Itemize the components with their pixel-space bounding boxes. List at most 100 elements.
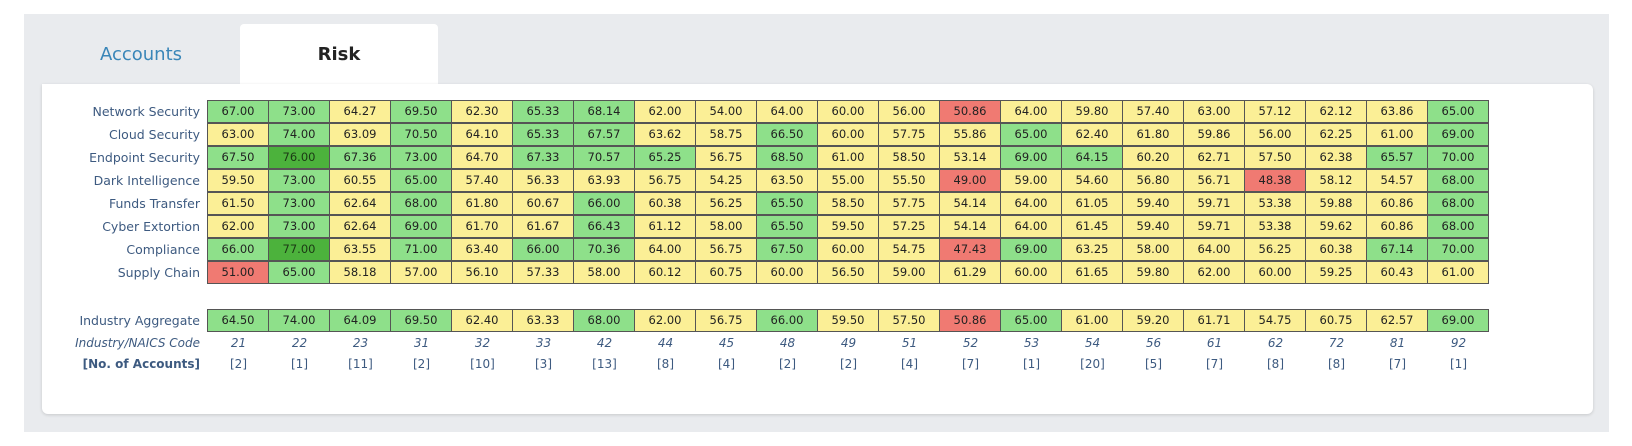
score-cell[interactable]: 62.40 — [1062, 123, 1123, 146]
score-cell[interactable]: 67.50 — [757, 238, 818, 261]
score-cell[interactable]: 61.05 — [1062, 192, 1123, 215]
score-cell[interactable]: 58.00 — [1123, 238, 1184, 261]
score-cell[interactable]: 64.00 — [1001, 192, 1062, 215]
score-cell[interactable]: 59.40 — [1123, 192, 1184, 215]
score-cell[interactable]: 67.36 — [330, 146, 391, 169]
score-cell[interactable]: 73.00 — [269, 169, 330, 192]
score-cell[interactable]: 54.25 — [696, 169, 757, 192]
score-cell[interactable]: 56.75 — [696, 146, 757, 169]
score-cell[interactable]: 48.38 — [1245, 169, 1306, 192]
score-cell[interactable]: 62.71 — [1184, 146, 1245, 169]
score-cell[interactable]: 60.43 — [1367, 261, 1428, 284]
score-cell[interactable]: 70.57 — [574, 146, 635, 169]
score-cell[interactable]: 60.67 — [513, 192, 574, 215]
score-cell[interactable]: 62.64 — [330, 192, 391, 215]
score-cell[interactable]: 61.00 — [1428, 261, 1489, 284]
score-cell[interactable]: 56.00 — [1245, 123, 1306, 146]
score-cell[interactable]: 68.00 — [1428, 169, 1489, 192]
score-cell[interactable]: 76.00 — [269, 146, 330, 169]
score-cell[interactable]: 67.14 — [1367, 238, 1428, 261]
score-cell[interactable]: 61.80 — [452, 192, 513, 215]
score-cell[interactable]: 63.86 — [1367, 100, 1428, 123]
score-cell[interactable]: 70.00 — [1428, 238, 1489, 261]
score-cell[interactable]: 65.00 — [1428, 100, 1489, 123]
score-cell[interactable]: 57.12 — [1245, 100, 1306, 123]
score-cell[interactable]: 58.00 — [574, 261, 635, 284]
score-cell[interactable]: 62.00 — [208, 215, 269, 238]
score-cell[interactable]: 66.00 — [574, 192, 635, 215]
score-cell[interactable]: 62.25 — [1306, 123, 1367, 146]
score-cell[interactable]: 69.50 — [391, 309, 452, 332]
score-cell[interactable]: 59.50 — [818, 215, 879, 238]
score-cell[interactable]: 58.18 — [330, 261, 391, 284]
score-cell[interactable]: 59.62 — [1306, 215, 1367, 238]
score-cell[interactable]: 50.86 — [940, 309, 1001, 332]
score-cell[interactable]: 68.14 — [574, 100, 635, 123]
score-cell[interactable]: 63.25 — [1062, 238, 1123, 261]
score-cell[interactable]: 70.36 — [574, 238, 635, 261]
score-cell[interactable]: 59.71 — [1184, 192, 1245, 215]
score-cell[interactable]: 57.75 — [879, 123, 940, 146]
score-cell[interactable]: 57.40 — [1123, 100, 1184, 123]
score-cell[interactable]: 70.00 — [1428, 146, 1489, 169]
score-cell[interactable]: 62.00 — [1184, 261, 1245, 284]
score-cell[interactable]: 66.50 — [757, 123, 818, 146]
score-cell[interactable]: 60.38 — [635, 192, 696, 215]
score-cell[interactable]: 60.00 — [818, 100, 879, 123]
score-cell[interactable]: 65.00 — [391, 169, 452, 192]
score-cell[interactable]: 65.00 — [1001, 309, 1062, 332]
score-cell[interactable]: 60.00 — [818, 123, 879, 146]
score-cell[interactable]: 64.10 — [452, 123, 513, 146]
score-cell[interactable]: 59.80 — [1123, 261, 1184, 284]
score-cell[interactable]: 64.00 — [757, 100, 818, 123]
score-cell[interactable]: 55.86 — [940, 123, 1001, 146]
score-cell[interactable]: 66.43 — [574, 215, 635, 238]
score-cell[interactable]: 65.57 — [1367, 146, 1428, 169]
score-cell[interactable]: 63.50 — [757, 169, 818, 192]
score-cell[interactable]: 57.25 — [879, 215, 940, 238]
score-cell[interactable]: 63.40 — [452, 238, 513, 261]
score-cell[interactable]: 69.00 — [1428, 309, 1489, 332]
score-cell[interactable]: 60.75 — [1306, 309, 1367, 332]
score-cell[interactable]: 53.38 — [1245, 215, 1306, 238]
score-cell[interactable]: 56.75 — [635, 169, 696, 192]
score-cell[interactable]: 56.00 — [879, 100, 940, 123]
score-cell[interactable]: 73.00 — [269, 100, 330, 123]
score-cell[interactable]: 60.20 — [1123, 146, 1184, 169]
score-cell[interactable]: 65.50 — [757, 215, 818, 238]
score-cell[interactable]: 73.00 — [269, 192, 330, 215]
score-cell[interactable]: 60.75 — [696, 261, 757, 284]
score-cell[interactable]: 61.80 — [1123, 123, 1184, 146]
score-cell[interactable]: 58.12 — [1306, 169, 1367, 192]
score-cell[interactable]: 65.33 — [513, 123, 574, 146]
score-cell[interactable]: 62.30 — [452, 100, 513, 123]
score-cell[interactable]: 63.09 — [330, 123, 391, 146]
score-cell[interactable]: 61.67 — [513, 215, 574, 238]
score-cell[interactable]: 54.14 — [940, 192, 1001, 215]
score-cell[interactable]: 66.00 — [757, 309, 818, 332]
score-cell[interactable]: 73.00 — [391, 146, 452, 169]
score-cell[interactable]: 65.00 — [269, 261, 330, 284]
score-cell[interactable]: 61.70 — [452, 215, 513, 238]
score-cell[interactable]: 62.64 — [330, 215, 391, 238]
score-cell[interactable]: 59.50 — [818, 309, 879, 332]
score-cell[interactable]: 77.00 — [269, 238, 330, 261]
score-cell[interactable]: 67.00 — [208, 100, 269, 123]
score-cell[interactable]: 53.38 — [1245, 192, 1306, 215]
score-cell[interactable]: 66.00 — [513, 238, 574, 261]
score-cell[interactable]: 57.50 — [879, 309, 940, 332]
score-cell[interactable]: 60.00 — [757, 261, 818, 284]
score-cell[interactable]: 56.25 — [696, 192, 757, 215]
score-cell[interactable]: 59.80 — [1062, 100, 1123, 123]
score-cell[interactable]: 68.00 — [1428, 192, 1489, 215]
score-cell[interactable]: 58.75 — [696, 123, 757, 146]
score-cell[interactable]: 71.00 — [391, 238, 452, 261]
score-cell[interactable]: 59.86 — [1184, 123, 1245, 146]
score-cell[interactable]: 59.71 — [1184, 215, 1245, 238]
score-cell[interactable]: 56.75 — [696, 238, 757, 261]
score-cell[interactable]: 68.50 — [757, 146, 818, 169]
score-cell[interactable]: 57.00 — [391, 261, 452, 284]
score-cell[interactable]: 63.55 — [330, 238, 391, 261]
score-cell[interactable]: 62.57 — [1367, 309, 1428, 332]
score-cell[interactable]: 62.12 — [1306, 100, 1367, 123]
